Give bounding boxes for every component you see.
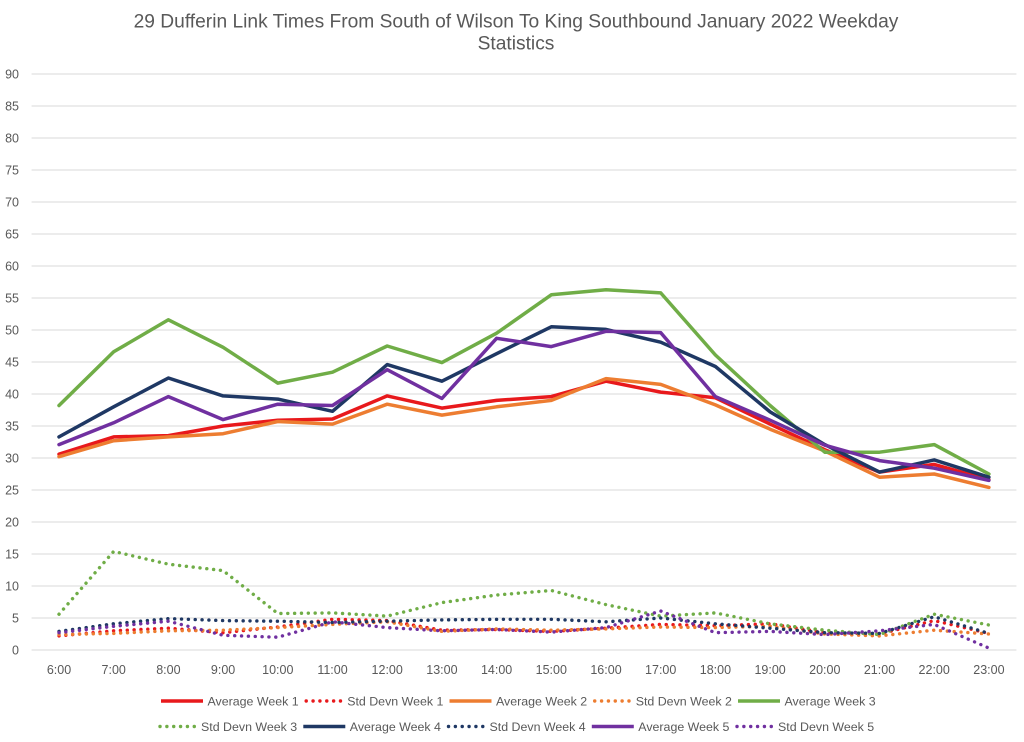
svg-text:18:00: 18:00	[700, 663, 731, 677]
svg-text:40: 40	[5, 387, 19, 401]
svg-text:50: 50	[5, 323, 19, 337]
svg-text:25: 25	[5, 483, 19, 497]
svg-text:30: 30	[5, 451, 19, 465]
svg-text:55: 55	[5, 291, 19, 305]
svg-text:23:00: 23:00	[973, 663, 1004, 677]
svg-text:Std Devn Week 4: Std Devn Week 4	[490, 720, 586, 734]
svg-text:Statistics: Statistics	[478, 34, 555, 55]
svg-text:60: 60	[5, 259, 19, 273]
svg-text:Average Week 5: Average Week 5	[638, 720, 729, 734]
svg-text:75: 75	[5, 163, 19, 177]
svg-text:Average Week 1: Average Week 1	[208, 694, 299, 708]
svg-text:10: 10	[5, 579, 19, 593]
svg-text:Std Devn Week 5: Std Devn Week 5	[778, 720, 874, 734]
svg-text:15: 15	[5, 547, 19, 561]
svg-text:35: 35	[5, 419, 19, 433]
svg-text:85: 85	[5, 99, 19, 113]
svg-text:20:00: 20:00	[809, 663, 840, 677]
svg-text:Std Devn Week 1: Std Devn Week 1	[347, 694, 443, 708]
svg-text:80: 80	[5, 131, 19, 145]
svg-text:17:00: 17:00	[645, 663, 676, 677]
svg-text:Average Week 4: Average Week 4	[350, 720, 441, 734]
svg-text:29 Dufferin Link Times From So: 29 Dufferin Link Times From South of Wil…	[134, 12, 899, 33]
svg-text:45: 45	[5, 355, 19, 369]
svg-text:90: 90	[5, 67, 19, 81]
svg-text:10:00: 10:00	[262, 663, 293, 677]
svg-text:7:00: 7:00	[102, 663, 126, 677]
svg-text:14:00: 14:00	[481, 663, 512, 677]
svg-text:6:00: 6:00	[47, 663, 71, 677]
svg-text:15:00: 15:00	[536, 663, 567, 677]
svg-text:Average Week 2: Average Week 2	[496, 694, 587, 708]
svg-text:65: 65	[5, 227, 19, 241]
svg-text:5: 5	[12, 611, 19, 625]
svg-text:11:00: 11:00	[317, 663, 347, 677]
svg-text:9:00: 9:00	[211, 663, 235, 677]
svg-text:22:00: 22:00	[919, 663, 950, 677]
svg-text:70: 70	[5, 195, 19, 209]
svg-text:20: 20	[5, 515, 19, 529]
svg-text:16:00: 16:00	[590, 663, 621, 677]
svg-text:8:00: 8:00	[156, 663, 180, 677]
svg-text:0: 0	[12, 643, 19, 657]
svg-text:21:00: 21:00	[864, 663, 895, 677]
svg-text:Std Devn Week 2: Std Devn Week 2	[636, 694, 732, 708]
svg-text:Std Devn Week 3: Std Devn Week 3	[201, 720, 297, 734]
svg-text:13:00: 13:00	[426, 663, 457, 677]
svg-text:Average Week 3: Average Week 3	[785, 694, 876, 708]
svg-text:12:00: 12:00	[372, 663, 403, 677]
svg-text:19:00: 19:00	[754, 663, 785, 677]
